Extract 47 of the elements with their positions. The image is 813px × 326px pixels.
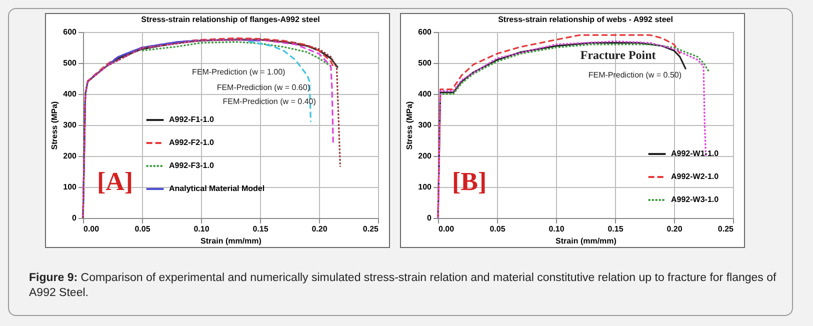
- y-tick-label: 200: [418, 152, 432, 160]
- legend-label: A992-F3-1.0: [169, 161, 214, 170]
- x-tick-label: 0.10: [194, 224, 210, 234]
- y-tick-label: 0: [427, 214, 432, 222]
- line-series: [141, 41, 332, 67]
- x-tick-label: 0.15: [608, 224, 624, 234]
- y-tick-label: 100: [418, 182, 432, 192]
- x-tick-label: 0.00: [84, 224, 100, 234]
- x-tick-label: 0.25: [718, 224, 734, 234]
- y-tick-label: 300: [418, 120, 432, 130]
- legend-label: A992-W1-1.0: [671, 149, 720, 158]
- legend-label: A992-W3-1.0: [671, 195, 720, 204]
- y-tick-label: 600: [63, 28, 78, 36]
- x-tick-label: 0.05: [490, 224, 506, 234]
- annotation: FEM-Prediction (w = 0.50): [588, 70, 682, 80]
- chart-title: Stress-strain relationship of webs - A992 steel: [498, 15, 673, 24]
- y-tick-label: 200: [63, 152, 78, 160]
- y-tick-label: 0: [72, 214, 78, 222]
- y-axis-title: Stress (MPa): [405, 100, 414, 150]
- x-tick-label: 0.10: [548, 224, 565, 234]
- y-tick-label: 400: [63, 90, 78, 98]
- y-tick-label: 600: [418, 28, 432, 36]
- y-axis-title: Stress (MPa): [50, 100, 60, 150]
- x-axis-title: Strain (mm/mm): [200, 236, 262, 246]
- chart-title: Stress-strain relationship of flanges-A992 steel: [141, 15, 320, 24]
- annotation: FEM-Prediction (w = 1.00): [192, 67, 286, 76]
- x-tick-label: 0.15: [252, 224, 269, 234]
- x-axis-title: Strain (mm/mm): [556, 236, 617, 246]
- legend-label: A992-F2-1.0: [169, 138, 214, 147]
- x-tick-label: 0.20: [666, 224, 683, 234]
- x-tick-label: 0.05: [134, 224, 151, 234]
- x-tick-label: 0.20: [312, 224, 328, 234]
- annotation: [B]: [452, 167, 487, 196]
- legend-label: A992-F1-1.0: [169, 115, 214, 124]
- y-tick-label: 500: [63, 58, 78, 68]
- legend-label: A992-W2-1.0: [671, 172, 720, 181]
- y-tick-label: 300: [63, 120, 78, 130]
- y-tick-label: 500: [418, 58, 432, 68]
- x-tick-label: 0.00: [438, 224, 455, 234]
- y-tick-label: 400: [418, 90, 432, 98]
- annotation: Fracture Point: [580, 48, 656, 62]
- annotation: [A]: [97, 167, 134, 196]
- y-tick-label: 100: [63, 182, 78, 192]
- x-tick-label: 0.25: [362, 224, 380, 234]
- legend-label: Analytical Material Model: [169, 184, 265, 193]
- annotation: FEM-Prediction (w = 0.40): [222, 96, 316, 106]
- caption: Figure 9: Comparison of experimental and numerically simulated stress-strain relation and material constitutive relation up to fracture for flanges of A992 Steel.: [29, 271, 778, 301]
